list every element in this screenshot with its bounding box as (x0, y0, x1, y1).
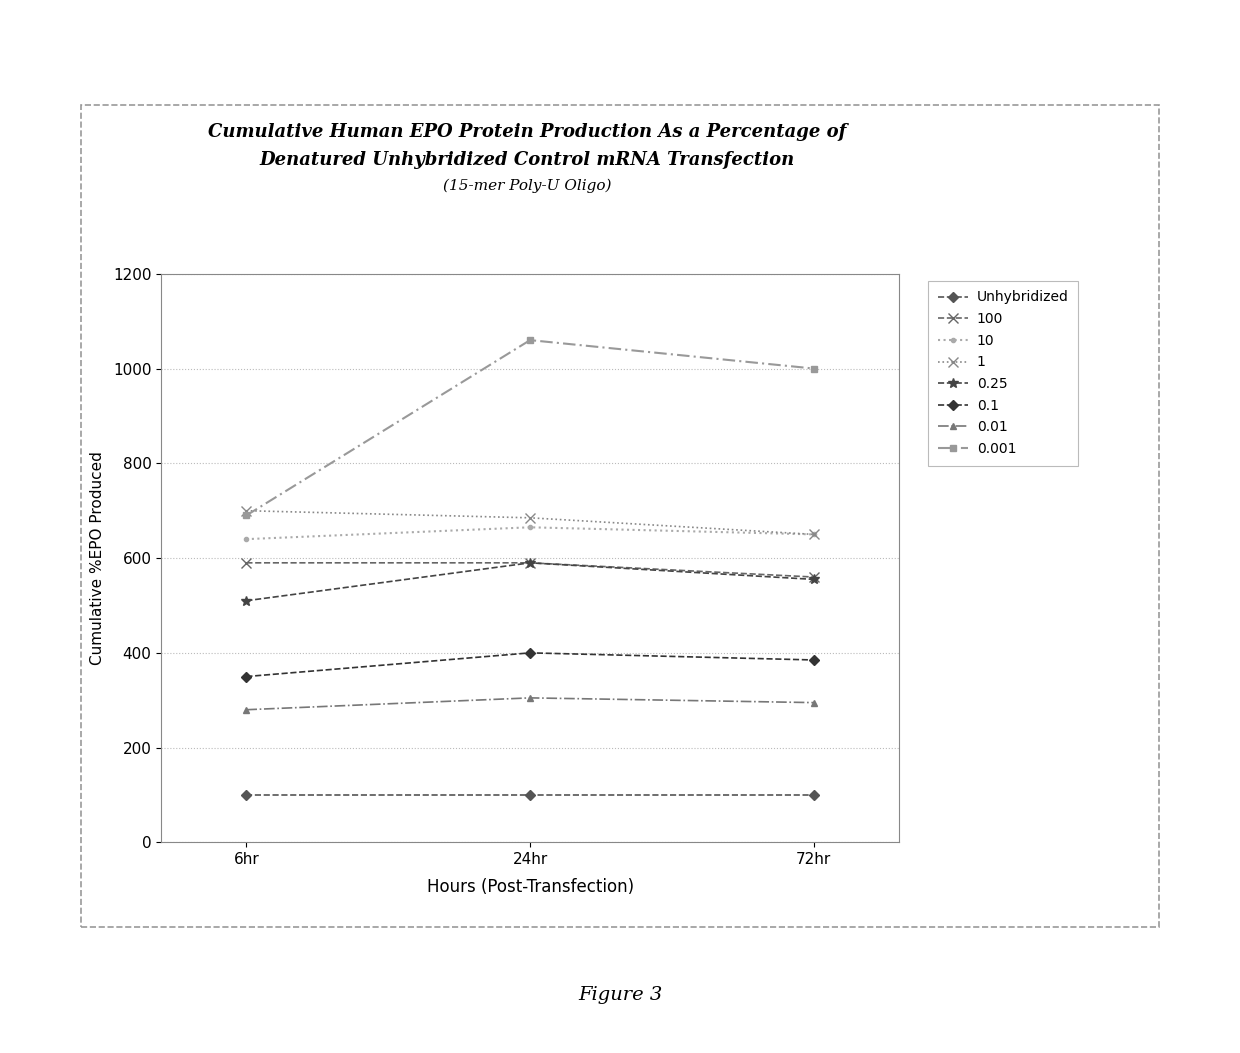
Line: 0.1: 0.1 (243, 650, 817, 680)
Line: 0.01: 0.01 (243, 694, 817, 713)
Unhybridized (806, 789, 821, 801)
Unhybridized (239, 789, 254, 801)
Unhybridized (523, 789, 538, 801)
Text: (15-mer Poly-U Oligo): (15-mer Poly-U Oligo) (443, 178, 611, 193)
Line: Unhybridized: Unhybridized (243, 792, 817, 798)
0.01 (806, 696, 821, 709)
10 (806, 528, 821, 540)
0.1 (806, 654, 821, 667)
Line: 100: 100 (242, 558, 818, 582)
0.001 (239, 509, 254, 521)
100 (806, 571, 821, 583)
Text: Denatured Unhybridized Control mRNA Transfection: Denatured Unhybridized Control mRNA Tran… (259, 151, 795, 170)
Line: 1: 1 (242, 505, 818, 539)
Line: 10: 10 (244, 525, 816, 541)
0.01 (239, 703, 254, 716)
0.25 (806, 573, 821, 585)
Line: 0.001: 0.001 (243, 337, 817, 518)
Text: Figure 3: Figure 3 (578, 986, 662, 1005)
10 (239, 533, 254, 545)
100 (239, 556, 254, 569)
0.001 (523, 334, 538, 346)
0.001 (806, 362, 821, 375)
10 (523, 521, 538, 534)
0.1 (239, 670, 254, 682)
1 (806, 528, 821, 540)
Y-axis label: Cumulative %EPO Produced: Cumulative %EPO Produced (89, 451, 104, 665)
1 (523, 512, 538, 524)
0.1 (523, 647, 538, 659)
1 (239, 504, 254, 517)
Text: Cumulative Human EPO Protein Production As a Percentage of: Cumulative Human EPO Protein Production … (208, 122, 846, 141)
X-axis label: Hours (Post-Transfection): Hours (Post-Transfection) (427, 878, 634, 896)
0.25 (523, 556, 538, 569)
100 (523, 556, 538, 569)
0.25 (239, 594, 254, 607)
0.01 (523, 692, 538, 704)
Line: 0.25: 0.25 (242, 558, 818, 605)
Legend: Unhybridized, 100, 10, 1, 0.25, 0.1, 0.01, 0.001: Unhybridized, 100, 10, 1, 0.25, 0.1, 0.0… (928, 281, 1079, 465)
